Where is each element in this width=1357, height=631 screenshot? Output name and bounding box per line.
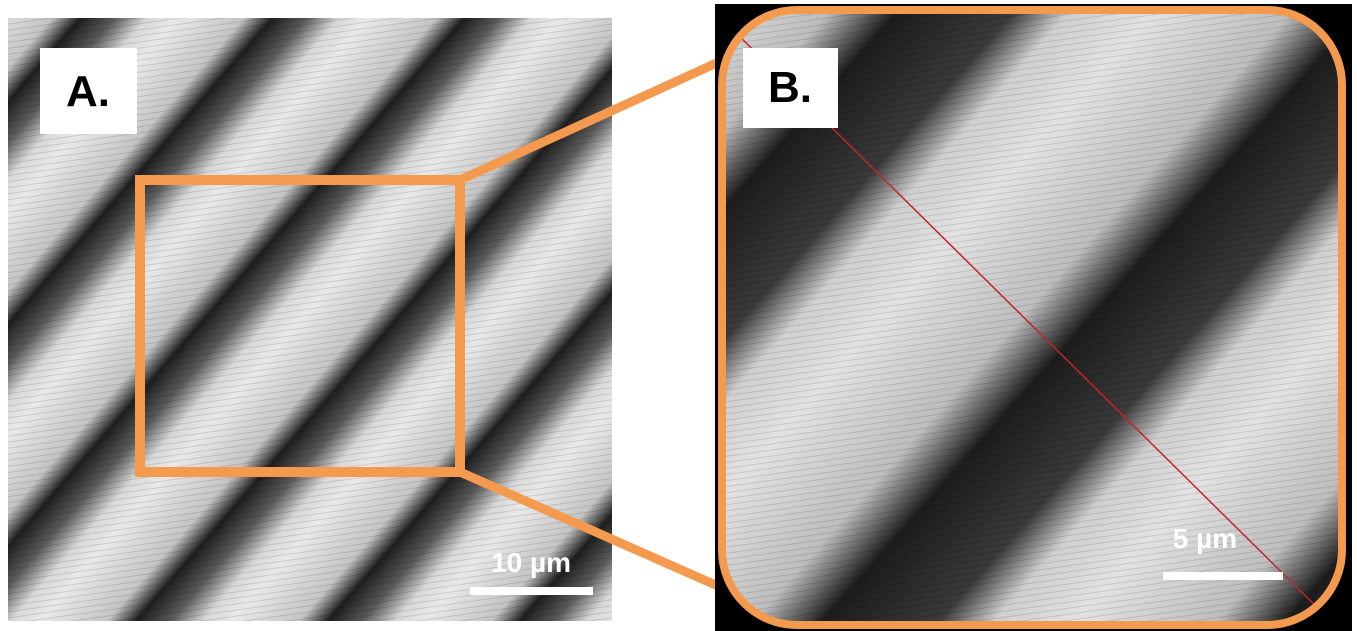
scale-bar-label: 10 µm [491,547,571,578]
panel-a: A. 10 µm [8,18,612,621]
scale-bar [1163,572,1283,580]
panel-b: B. 5 µm [715,4,1352,631]
figure: A. 10 µm B. 5 µm [0,0,1357,631]
panel-label: B. [768,63,812,112]
scale-bar-label: 5 µm [1173,523,1237,554]
panel-label: A. [66,67,110,116]
scale-bar [470,587,593,595]
